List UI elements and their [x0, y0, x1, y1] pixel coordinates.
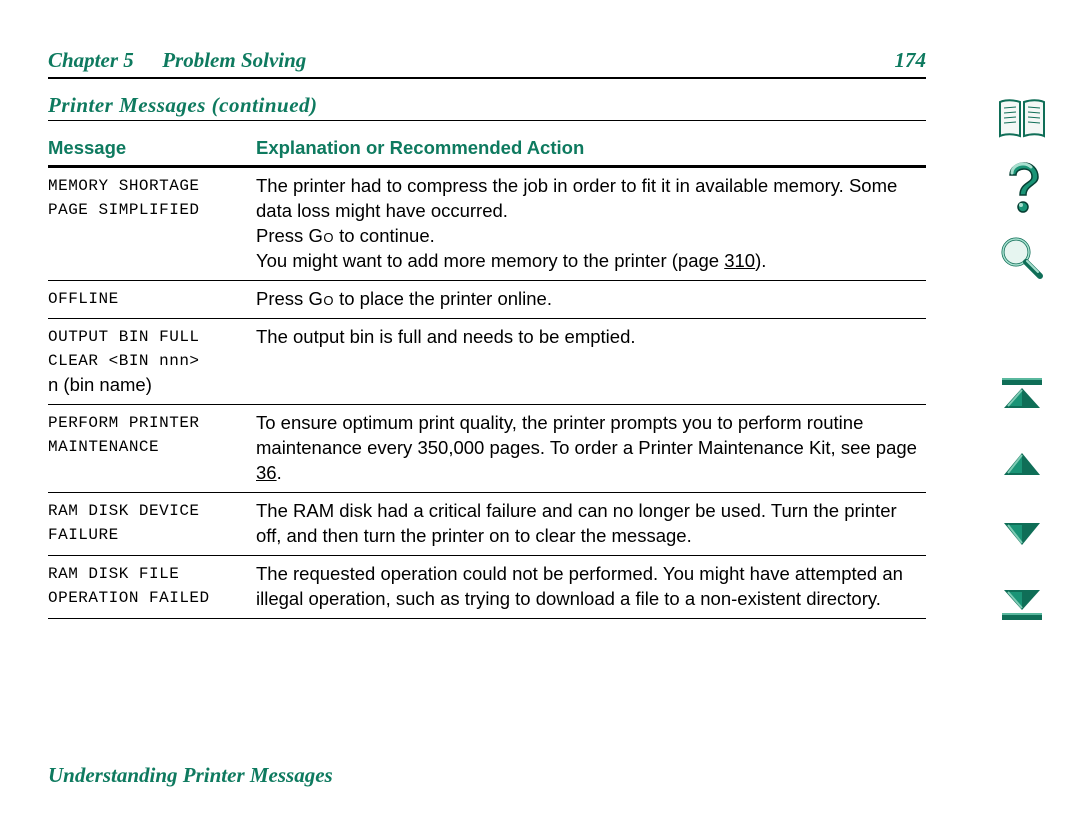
- message-line: RAM DISK FILE: [48, 562, 248, 586]
- table-header-row: Message Explanation or Recommended Actio…: [48, 133, 926, 167]
- table-row: OFFLINE Press Go to place the printer onl…: [48, 280, 926, 318]
- col-header-explanation: Explanation or Recommended Action: [256, 133, 926, 167]
- explanation-cell: The output bin is full and needs to be e…: [256, 318, 926, 404]
- explanation-cell: The requested operation could not be per…: [256, 555, 926, 618]
- table-row: RAM DISK FILEOPERATION FAILEDThe request…: [48, 555, 926, 618]
- page-header: Chapter 5 Problem Solving 174: [48, 48, 926, 73]
- explanation-cell: Press Go to place the printer online.: [256, 280, 926, 318]
- message-line: PAGE SIMPLIFIED: [48, 198, 248, 222]
- chapter-title: Problem Solving: [162, 48, 306, 72]
- explanation-text: The requested operation could not be per…: [256, 562, 918, 612]
- message-cell: RAM DISK DEVICEFAILURE: [48, 492, 256, 555]
- explanation-text: You might want to add more memory to the…: [256, 249, 918, 274]
- message-line: FAILURE: [48, 523, 248, 547]
- message-line: OFFLINE: [48, 287, 248, 311]
- message-sub: n (bin name): [48, 373, 248, 398]
- message-line: MEMORY SHORTAGE: [48, 174, 248, 198]
- col-header-message: Message: [48, 133, 256, 167]
- document-page: Chapter 5 Problem Solving 174 Printer Me…: [48, 48, 926, 788]
- explanation-text: Press Go to continue.: [256, 224, 918, 249]
- search-icon[interactable]: [996, 232, 1048, 284]
- go-key: Go: [308, 225, 334, 246]
- explanation-text: Press Go to place the printer online.: [256, 287, 918, 312]
- explanation-cell: The printer had to compress the job in o…: [256, 167, 926, 281]
- page-footer: Understanding Printer Messages: [48, 763, 333, 788]
- chapter-heading: Chapter 5 Problem Solving: [48, 48, 306, 73]
- page-link[interactable]: 310: [724, 250, 755, 271]
- page-link[interactable]: 36: [256, 462, 277, 483]
- explanation-text: The printer had to compress the job in o…: [256, 174, 918, 224]
- message-line: OUTPUT BIN FULL: [48, 325, 248, 349]
- message-cell: RAM DISK FILEOPERATION FAILED: [48, 555, 256, 618]
- table-row: PERFORM PRINTERMAINTENANCETo ensure opti…: [48, 404, 926, 492]
- explanation-cell: The RAM disk had a critical failure and …: [256, 492, 926, 555]
- explanation-text: To ensure optimum print quality, the pri…: [256, 411, 918, 486]
- message-cell: OFFLINE: [48, 280, 256, 318]
- table-row: OUTPUT BIN FULLCLEAR <BIN nnn>n (bin nam…: [48, 318, 926, 404]
- message-line: CLEAR <BIN nnn>: [48, 349, 248, 373]
- message-line: OPERATION FAILED: [48, 586, 248, 610]
- page-number: 174: [895, 48, 927, 73]
- explanation-text: The output bin is full and needs to be e…: [256, 325, 918, 350]
- table-row: MEMORY SHORTAGEPAGE SIMPLIFIEDThe printe…: [48, 167, 926, 281]
- messages-table: Message Explanation or Recommended Actio…: [48, 133, 926, 619]
- message-line: PERFORM PRINTER: [48, 411, 248, 435]
- nav-sidebar: [994, 92, 1050, 630]
- message-line: RAM DISK DEVICE: [48, 499, 248, 523]
- first-page-icon[interactable]: [996, 368, 1048, 420]
- explanation-text: The RAM disk had a critical failure and …: [256, 499, 918, 549]
- next-page-icon[interactable]: [996, 508, 1048, 560]
- help-icon[interactable]: [996, 162, 1048, 214]
- book-icon[interactable]: [996, 92, 1048, 144]
- section-title: Printer Messages (continued): [48, 93, 926, 118]
- header-rule: [48, 77, 926, 79]
- go-key: Go: [308, 288, 334, 309]
- message-cell: MEMORY SHORTAGEPAGE SIMPLIFIED: [48, 167, 256, 281]
- table-row: RAM DISK DEVICEFAILUREThe RAM disk had a…: [48, 492, 926, 555]
- prev-page-icon[interactable]: [996, 438, 1048, 490]
- last-page-icon[interactable]: [996, 578, 1048, 630]
- message-cell: OUTPUT BIN FULLCLEAR <BIN nnn>n (bin nam…: [48, 318, 256, 404]
- message-cell: PERFORM PRINTERMAINTENANCE: [48, 404, 256, 492]
- explanation-cell: To ensure optimum print quality, the pri…: [256, 404, 926, 492]
- section-rule: [48, 120, 926, 121]
- chapter-label: Chapter 5: [48, 48, 134, 72]
- message-line: MAINTENANCE: [48, 435, 248, 459]
